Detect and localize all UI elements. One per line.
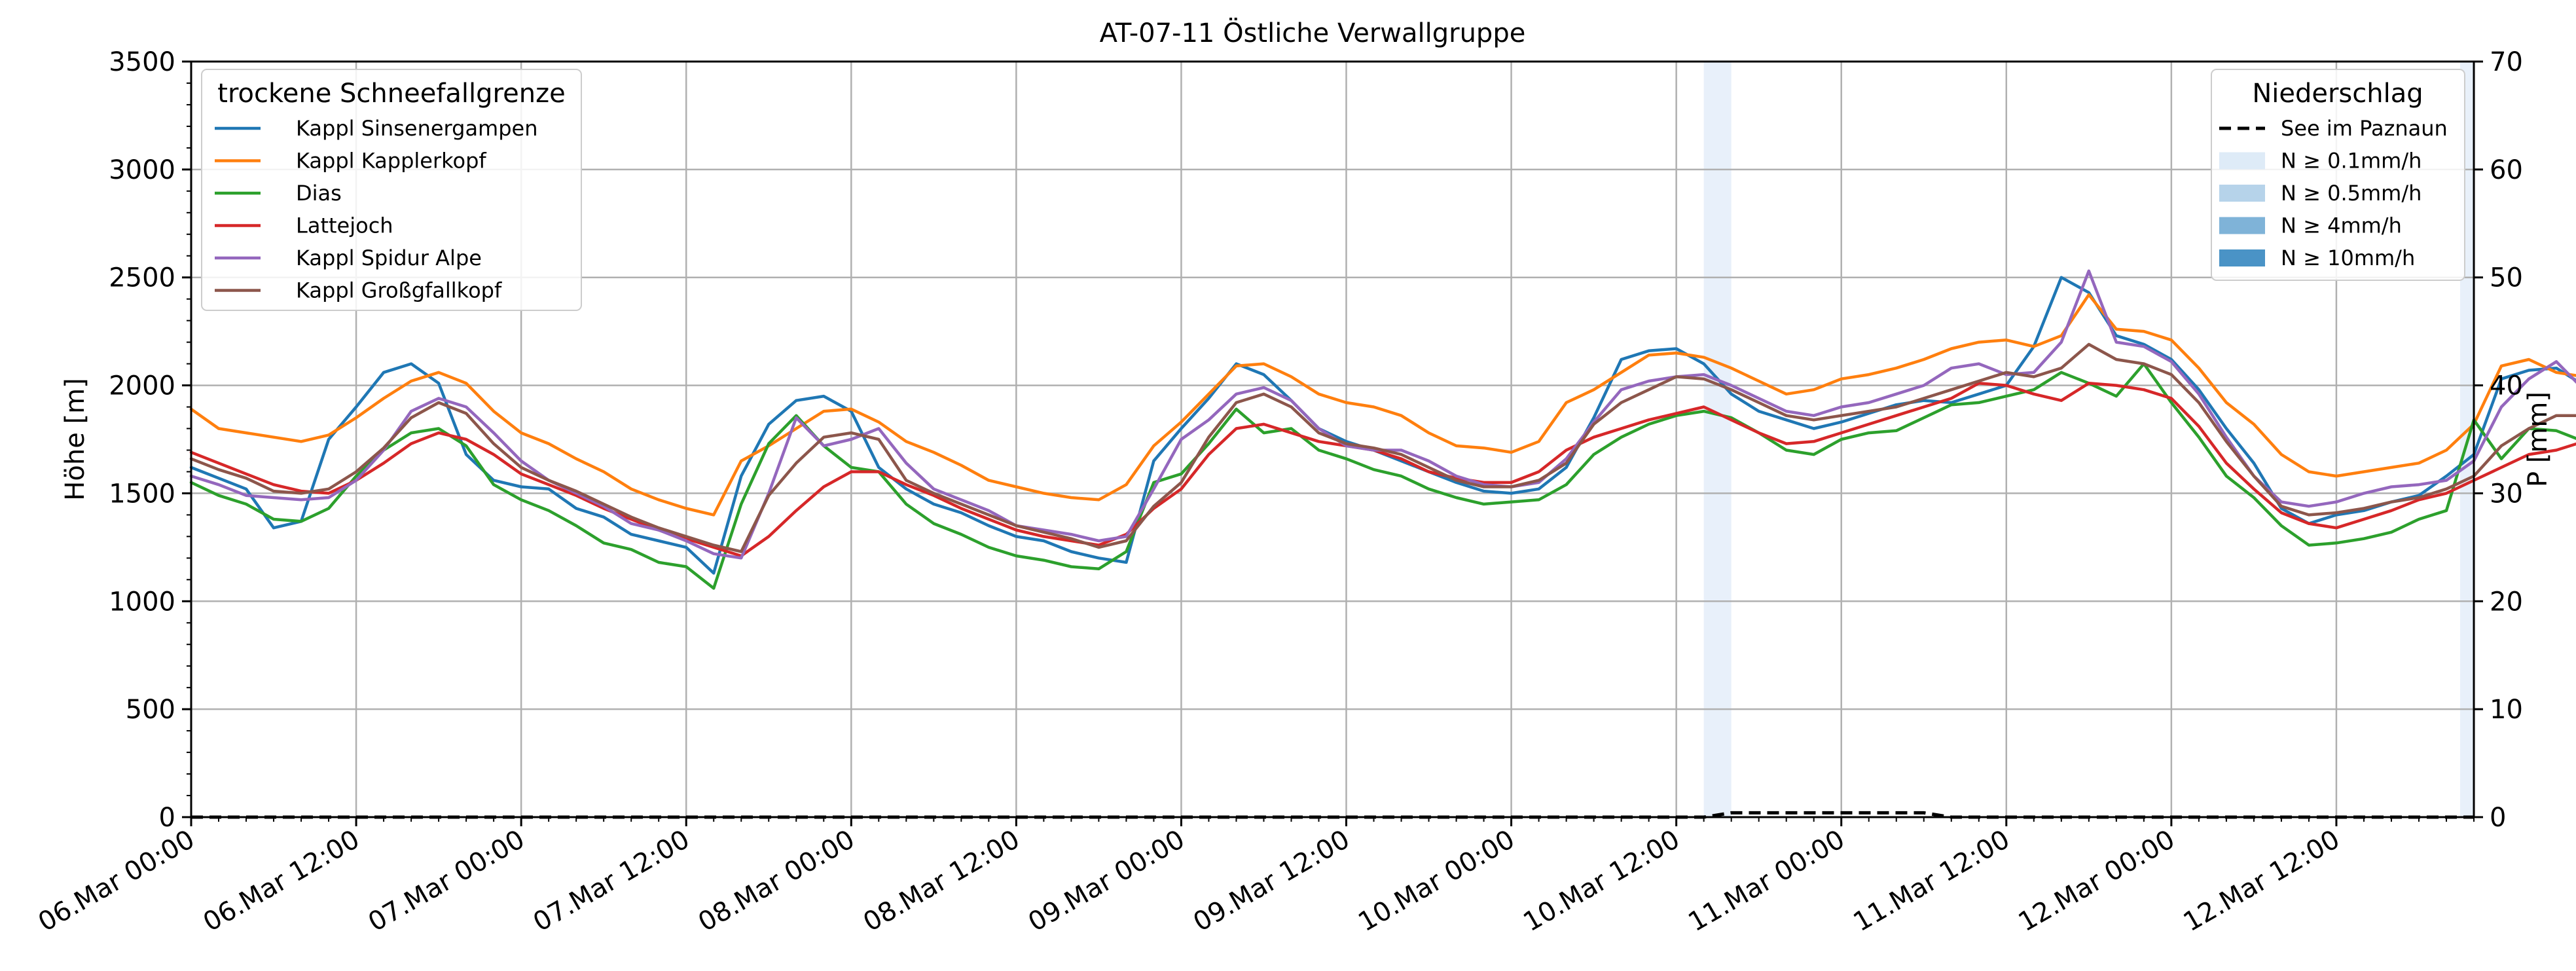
y2-tick-label: 30	[2490, 479, 2523, 509]
y2-tick-label: 20	[2490, 587, 2523, 617]
x-tick-label: 11.Mar 00:00	[1683, 824, 1849, 938]
y2-tick-label: 10	[2490, 695, 2523, 725]
legend-right-label-2: N ≥ 0.1mm/h	[2281, 149, 2422, 174]
y-tick-label: 2000	[109, 371, 175, 401]
legend-right-frame	[2211, 69, 2465, 281]
legend-right: Niederschlag See im Paznaun N ≥ 0.1mm/h N …	[2211, 69, 2465, 281]
y-tick-label: 500	[126, 695, 175, 725]
legend-label-3: Dias	[296, 181, 342, 206]
x-tick-label: 07.Mar 00:00	[363, 824, 530, 938]
series-line-5	[189, 269, 2576, 560]
legend-right-swatch-4	[2219, 217, 2265, 234]
legend-label-6: Kappl Großgfallkopf	[296, 278, 502, 303]
series-line-6	[189, 342, 2576, 553]
legend-left-items: Kappl Sinsenergampen Kappl Kapplerkopf Dia…	[215, 116, 538, 303]
legend-label-4: Lattejoch	[296, 213, 393, 238]
x-tick-label: 10.Mar 00:00	[1353, 824, 1519, 938]
legend-left: trockene Schneefallgrenze Kappl Sinsener…	[201, 69, 582, 311]
precip-shade-band-0	[1703, 62, 1732, 817]
legend-right-label-3: N ≥ 0.5mm/h	[2281, 181, 2422, 206]
x-tick-label: 08.Mar 00:00	[693, 824, 860, 938]
legend-label-1: Kappl Sinsenergampen	[296, 116, 538, 141]
y-tick-label: 3000	[109, 155, 175, 185]
precip-layer	[191, 811, 2474, 819]
x-tick-label: 12.Mar 12:00	[2179, 824, 2345, 938]
precip-line	[191, 811, 2474, 819]
legend-right-title: Niederschlag	[2252, 79, 2423, 109]
legend-right-swatch-2	[2219, 152, 2265, 170]
x-tick-label: 08.Mar 12:00	[858, 824, 1025, 938]
series-line-3	[189, 362, 2576, 590]
x-tick-label: 12.Mar 00:00	[2014, 824, 2180, 938]
legend-right-swatch-3	[2219, 185, 2265, 202]
legend-right-label-1: See im Paznaun	[2281, 116, 2448, 141]
y2-tick-label: 40	[2490, 371, 2523, 401]
legend-label-5: Kappl Spidur Alpe	[296, 246, 482, 270]
series-layer	[189, 269, 2576, 590]
y-tick-label: 1000	[109, 587, 175, 617]
y2-tick-label: 60	[2490, 155, 2523, 185]
x-tick-label: 09.Mar 12:00	[1188, 824, 1354, 938]
x-tick-label: 09.Mar 00:00	[1023, 824, 1189, 938]
y-tick-label: 3500	[109, 47, 175, 77]
legend-right-label-4: N ≥ 4mm/h	[2281, 213, 2402, 238]
plot-frame	[190, 60, 2475, 818]
y2-tick-label: 50	[2490, 263, 2523, 293]
x-tick-label: 10.Mar 12:00	[1518, 824, 1684, 938]
series-line-2	[189, 293, 2576, 517]
x-tick-label: 11.Mar 12:00	[1848, 824, 2014, 938]
legend-left-title: trockene Schneefallgrenze	[217, 79, 565, 109]
y-axis-right: 0 10 20 30 40 50 60 70	[2474, 47, 2523, 833]
y-axis-title-right: P [mm]	[2523, 392, 2553, 487]
legend-right-label-5: N ≥ 10mm/h	[2281, 246, 2415, 270]
chart-title: AT-07-11 Östliche Verwallgruppe	[1100, 17, 1526, 48]
legend-right-swatch-5	[2219, 249, 2265, 266]
y-tick-label: 2500	[109, 263, 175, 293]
x-tick-label: 07.Mar 12:00	[528, 824, 695, 938]
legend-label-2: Kappl Kapplerkopf	[296, 149, 486, 174]
y-tick-label: 0	[159, 803, 175, 833]
x-tick-label: 06.Mar 00:00	[33, 824, 200, 938]
legend-left-frame	[201, 69, 582, 311]
y2-tick-label: 0	[2490, 803, 2506, 833]
legend-right-items: See im Paznaun N ≥ 0.1mm/h N ≥ 0.5mm/h N ≥ …	[2219, 116, 2448, 270]
y-axis-title-left: Höhe [m]	[60, 378, 90, 500]
y-tick-label: 1500	[109, 479, 175, 509]
y2-tick-label: 70	[2490, 47, 2523, 77]
x-tick-label: 06.Mar 12:00	[198, 824, 365, 938]
series-line-4	[189, 382, 2576, 558]
y-axis-left: 0 500 1000 1500 2000 2500 3000 3500	[109, 47, 191, 833]
